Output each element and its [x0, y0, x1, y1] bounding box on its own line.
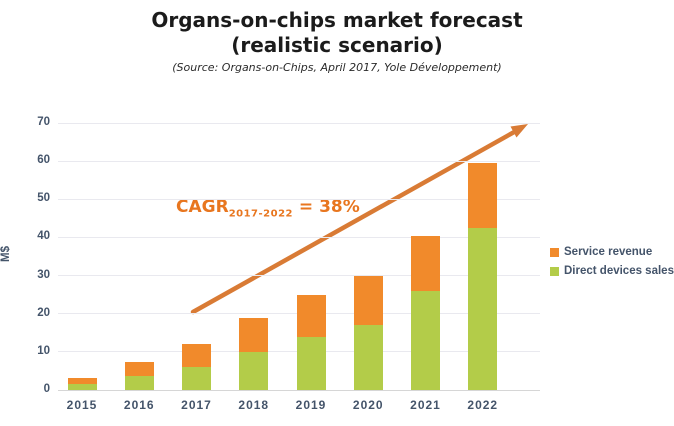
- gridline-0: [58, 389, 540, 391]
- x-tick-2017: 2017: [181, 398, 212, 412]
- bar-2016: [124, 362, 154, 390]
- bar-2020: [353, 275, 383, 390]
- bar-2020-service-revenue: [353, 275, 383, 326]
- x-tick-2015: 2015: [66, 398, 98, 412]
- bar-2021: [411, 235, 440, 390]
- bar-2020-direct-devices-sales: [353, 325, 383, 390]
- legend: Service revenue Direct devices sales: [550, 246, 674, 284]
- bar-2021-service-revenue: [411, 235, 440, 291]
- y-tick-40: 40: [37, 230, 50, 243]
- bar-2022: [468, 163, 498, 390]
- bar-2016-direct-devices-sales: [124, 375, 154, 390]
- bar-2019-service-revenue: [296, 294, 326, 337]
- gridline-50: [58, 198, 540, 200]
- bar-2018-direct-devices-sales: [239, 351, 269, 390]
- chart-title: Organs-on-chips market forecast: [151, 8, 523, 32]
- legend-label: Direct devices sales: [564, 265, 674, 277]
- legend-label: Service revenue: [564, 246, 653, 258]
- y-tick-60: 60: [37, 154, 50, 167]
- bar-2019-direct-devices-sales: [296, 336, 326, 390]
- service-revenue-swatch-icon: [550, 247, 559, 257]
- bar-2022-direct-devices-sales: [468, 227, 498, 390]
- bar-2017-service-revenue: [182, 344, 211, 368]
- gridline-60: [58, 160, 540, 162]
- bar-2017: [182, 344, 211, 390]
- legend-item-direct-devices-sales: Direct devices sales: [550, 265, 674, 277]
- cagr-annotation: CAGR2017-2022 = 38%: [176, 197, 360, 219]
- bar-2018: [239, 317, 269, 390]
- bar-2018-service-revenue: [239, 317, 269, 352]
- gridline-40: [58, 236, 540, 238]
- y-tick-20: 20: [37, 306, 50, 319]
- bar-2017-direct-devices-sales: [182, 367, 211, 390]
- x-tick-2016: 2016: [123, 398, 155, 412]
- y-tick-10: 10: [37, 344, 50, 357]
- x-tick-2022: 2022: [467, 398, 499, 412]
- legend-item-service-revenue: Service revenue: [550, 246, 674, 258]
- bar-2015: [67, 377, 97, 390]
- bar-2015-direct-devices-sales: [67, 384, 97, 390]
- bar-2016-service-revenue: [124, 362, 154, 376]
- bar-2019: [296, 294, 326, 390]
- x-tick-2019: 2019: [295, 398, 327, 412]
- x-tick-2021: 2021: [410, 398, 441, 412]
- title-block: Organs-on-chips market forecast (realist…: [0, 8, 674, 74]
- direct-devices-sales-swatch-icon: [550, 266, 559, 276]
- y-tick-70: 70: [37, 116, 50, 128]
- y-tick-50: 50: [37, 192, 50, 205]
- cagr-subscript: 2017-2022: [228, 208, 294, 220]
- cagr-prefix: CAGR: [176, 197, 229, 217]
- chart-source: (Source: Organs-on-Chips, April 2017, Yo…: [172, 61, 502, 74]
- y-tick-30: 30: [37, 268, 50, 281]
- gridline-30: [58, 275, 540, 277]
- x-tick-2018: 2018: [238, 398, 270, 412]
- x-tick-2020: 2020: [352, 398, 384, 412]
- bar-2022-service-revenue: [468, 163, 498, 228]
- bar-2015-service-revenue: [67, 377, 97, 385]
- y-axis-label: M$: [0, 246, 12, 262]
- cagr-value: = 38%: [293, 197, 360, 217]
- y-tick-0: 0: [43, 383, 50, 395]
- gridline-70: [58, 122, 540, 124]
- chart-subtitle: (realistic scenario): [231, 33, 443, 57]
- bar-2021-direct-devices-sales: [411, 290, 440, 390]
